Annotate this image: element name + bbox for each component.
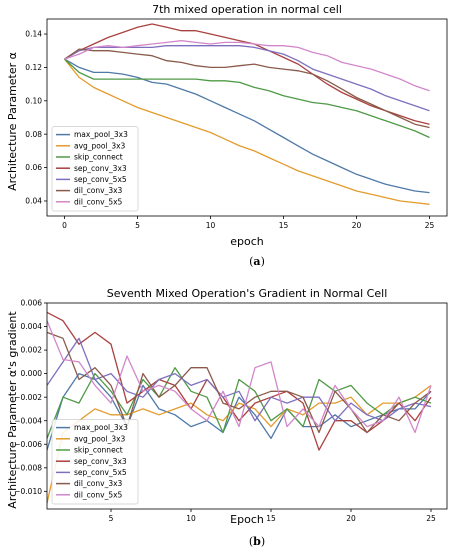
series-group: [63, 23, 430, 205]
y-tick-label: 0.14: [25, 30, 42, 39]
series-line-avg_pool_3x3: [63, 58, 430, 205]
series-line-sep_conv_3x3: [64, 23, 430, 125]
y-tick-label: −0.010: [14, 487, 42, 496]
chart-title: Seventh Mixed Operation's Gradient in No…: [107, 287, 388, 300]
y-tick-label: −0.004: [14, 416, 42, 425]
x-tick-label: 25: [425, 221, 435, 230]
y-tick-label: 0.08: [25, 130, 42, 139]
chart-2: Seventh Mixed Operation's Gradient in No…: [6, 287, 448, 548]
series-line-dil_conv_5x5: [64, 40, 430, 92]
legend-label: dil_conv_5x5: [74, 490, 123, 499]
series-line-dil_conv_5x5: [47, 320, 432, 434]
y-axis-label: Architecture Parameter α's gradient: [6, 311, 19, 509]
figure-caption-part: ): [261, 255, 265, 268]
series-line-max_pool_3x3: [47, 372, 432, 451]
y-tick-label: −0.002: [14, 393, 42, 402]
x-tick-label: 10: [206, 221, 216, 230]
x-axis-label: Epoch: [230, 513, 264, 526]
legend-label: sep_conv_3x3: [74, 164, 127, 173]
series-line-skip_connect: [64, 58, 430, 139]
x-tick-label: 20: [352, 221, 362, 230]
legend-label: dil_conv_3x3: [74, 186, 123, 195]
legend-label: max_pool_3x3: [74, 423, 128, 432]
y-axis-label: Architecture Parameter α: [6, 52, 19, 191]
legend-label: sep_conv_5x5: [74, 468, 127, 477]
legend-box: [51, 126, 139, 212]
legend-label: dil_conv_5x5: [74, 197, 123, 206]
legend-box: [51, 419, 139, 505]
plot-frame: [46, 18, 448, 217]
y-tick-label: 0.06: [25, 163, 42, 172]
x-tick-label: 5: [135, 221, 140, 230]
legend-label: skip_connect: [74, 153, 123, 162]
y-tick-label: 0.004: [21, 322, 43, 331]
y-tick-label: 0.04: [25, 197, 42, 206]
chart-title: 7th mixed operation in normal cell: [152, 3, 342, 16]
figure-caption-part: (: [249, 535, 253, 548]
legend-label: dil_conv_3x3: [74, 479, 123, 488]
y-tick-label: −0.006: [14, 440, 42, 449]
figure-caption: (b): [249, 535, 265, 548]
series-line-dil_conv_3x3: [47, 331, 432, 434]
plot-frame: [46, 302, 448, 510]
series-line-sep_conv_5x5: [47, 337, 432, 422]
legend-label: avg_pool_3x3: [74, 434, 126, 443]
x-tick-label: 0: [62, 221, 67, 230]
series-line-dil_conv_3x3: [64, 48, 430, 129]
y-tick-label: −0.008: [14, 463, 42, 472]
legend-label: sep_conv_5x5: [74, 175, 127, 184]
figure-caption-part: (: [249, 255, 253, 268]
legend-label: avg_pool_3x3: [74, 141, 126, 150]
x-tick-label: 10: [186, 514, 196, 523]
y-tick-label: 0.10: [25, 96, 42, 105]
y-tick-label: 0.002: [21, 346, 43, 355]
legend-label: skip_connect: [74, 446, 123, 455]
series-group: [47, 311, 432, 504]
series-line-max_pool_3x3: [64, 58, 430, 194]
chart-1: 7th mixed operation in normal cell 0 5 10 15…: [6, 3, 448, 268]
x-tick-label: 15: [266, 514, 276, 523]
y-tick-label: 0.12: [25, 63, 42, 72]
legend-label: sep_conv_3x3: [74, 457, 127, 466]
x-tick-label: 25: [426, 514, 436, 523]
legend-label: max_pool_3x3: [74, 130, 128, 139]
x-tick-label: 5: [109, 514, 114, 523]
figure-caption-part: ): [261, 535, 265, 548]
figure-caption-part: a: [253, 255, 260, 268]
figure-caption: (a): [249, 255, 265, 268]
y-tick-label: 0.006: [21, 299, 43, 308]
series-line-sep_conv_5x5: [64, 45, 430, 112]
x-axis-label: epoch: [230, 235, 264, 248]
series-line-skip_connect: [47, 367, 432, 439]
x-tick-label: 20: [346, 514, 356, 523]
x-tick-label: 15: [279, 221, 289, 230]
y-tick-label: 0.000: [21, 369, 43, 378]
figure-caption-part: b: [253, 535, 261, 548]
